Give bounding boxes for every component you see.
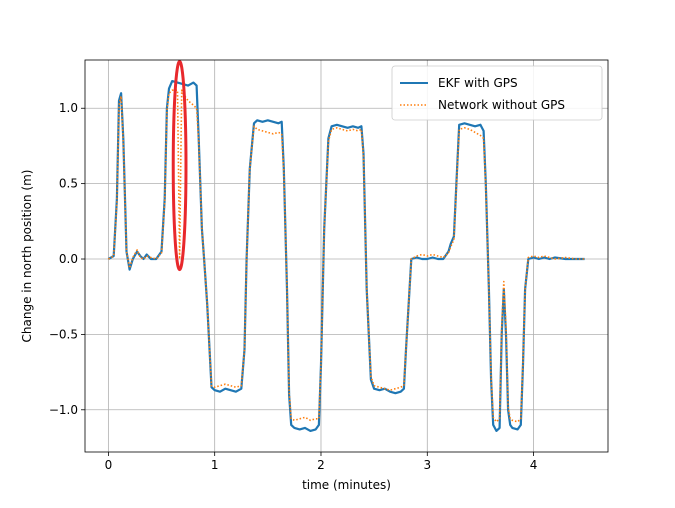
series-line-1: [107, 79, 585, 432]
highlight-ellipse: [171, 60, 188, 272]
legend-box: [391, 65, 603, 121]
y-tick-label: −0.5: [49, 327, 78, 341]
plot-frame: [84, 59, 609, 453]
ticks: 0 1 2 3 4 −1.0 −0.5 0.0 0.5 1.0: [49, 101, 538, 472]
x-tick-label: 4: [530, 458, 538, 472]
y-tick-label: −1.0: [49, 403, 78, 417]
annotation-group: [171, 60, 188, 272]
x-tick-label: 3: [423, 458, 431, 472]
legend-label: Network without GPS: [438, 98, 565, 112]
legend: EKF with GPS Network without GPS: [391, 65, 603, 121]
y-tick-label: 1.0: [59, 101, 78, 115]
legend-label: EKF with GPS: [438, 76, 518, 90]
series-line-2: [108, 89, 585, 423]
series-group: [107, 79, 585, 432]
x-tick-label: 2: [317, 458, 325, 472]
y-tick-label: 0.0: [59, 252, 78, 266]
x-tick-label: 0: [105, 458, 113, 472]
y-tick-label: 0.5: [59, 177, 78, 191]
x-tick-label: 1: [211, 458, 219, 472]
y-axis-label: Change in north position (m): [20, 170, 34, 343]
x-axis-label: time (minutes): [302, 478, 391, 492]
